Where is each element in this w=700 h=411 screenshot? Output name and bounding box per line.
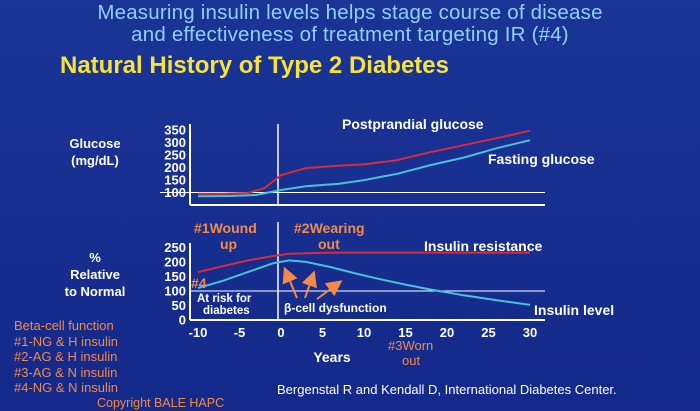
- glucose-ylabel-line-2: (mg/dL): [71, 153, 119, 168]
- header-line-1: Measuring insulin levels helps stage cou…: [97, 1, 603, 24]
- year-tick-25: 25: [481, 325, 495, 340]
- legend-item-2: #2-AG & H insulin: [14, 349, 118, 364]
- legend-item-4: #4-NG & N insulin: [14, 380, 119, 395]
- legend-item-1: #1-NG & H insulin: [14, 333, 119, 349]
- glucose-ytick-300: 300: [164, 135, 186, 150]
- year-tick-10: 10: [357, 325, 371, 340]
- glucose-ytick-100: 100: [164, 185, 186, 200]
- insulin-level-label: Insulin level: [534, 302, 614, 318]
- dysfunction-arrow-3: [316, 280, 343, 300]
- stage1-label-line-2: up: [220, 236, 237, 252]
- beta-cell-legend: Beta-cell function #1-NG & H insulin #2-…: [14, 318, 118, 396]
- insulin-ytick-150: 150: [164, 269, 186, 284]
- years-x-ticks: -10 -5 0 5 10 15 20 25 30: [189, 325, 538, 340]
- copyright: Copyright BALE HAPC: [97, 396, 225, 410]
- glucose-ytick-250: 250: [164, 148, 186, 163]
- year-tick-20: 20: [440, 325, 454, 340]
- year-tick-0: 0: [277, 325, 284, 340]
- year-tick-30: 30: [523, 325, 537, 340]
- insulin-resistance-label: Insulin resistance: [424, 238, 542, 254]
- dysfunction-arrow-2: [301, 270, 317, 299]
- stage3-label-line-1: #3Worn: [388, 338, 433, 353]
- glucose-ytick-150: 150: [164, 173, 186, 188]
- insulin-resistance-line: [197, 251, 530, 274]
- insulin-ytick-0: 0: [179, 313, 186, 328]
- stage4-label: #4: [191, 275, 207, 291]
- beta-cell-dysfunction-label: β-cell dysfunction: [284, 301, 387, 315]
- dysfunction-arrow-1: [282, 266, 298, 299]
- source-citation: Bergenstal R and Kendall D, Internationa…: [277, 382, 617, 397]
- at-risk-label-line-2: diabetes: [203, 305, 250, 317]
- insulin-ylabel-line-3: to Normal: [65, 284, 126, 299]
- postprandial-glucose-label: Postprandial glucose: [342, 116, 484, 132]
- stage2-label-line-2: out: [318, 236, 340, 252]
- fasting-glucose-line: [197, 139, 531, 198]
- insulin-ylabel-line-1: %: [89, 250, 101, 265]
- stage1-label-line-1: #1Wound: [194, 220, 257, 236]
- insulin-ytick-50: 50: [172, 298, 186, 313]
- at-risk-label-line-1: At risk for: [197, 293, 252, 305]
- legend-title: Beta-cell function: [14, 318, 114, 333]
- glucose-ytick-350: 350: [164, 123, 186, 138]
- postprandial-glucose-line: [198, 129, 531, 195]
- header-line-2: and effectiveness of treatment targeting…: [131, 23, 569, 46]
- year-tick--10: -10: [189, 325, 208, 340]
- insulin-ytick-250: 250: [164, 240, 186, 255]
- insulin-level-line: [197, 259, 531, 306]
- glucose-ytick-200: 200: [164, 160, 186, 175]
- insulin-ytick-200: 200: [164, 254, 186, 269]
- chart-title: Natural History of Type 2 Diabetes: [60, 52, 449, 79]
- glucose-ylabel-line-1: Glucose: [69, 136, 120, 151]
- years-xlabel: Years: [313, 349, 351, 365]
- insulin-ylabel-line-2: Relative: [70, 267, 120, 282]
- year-tick-5: 5: [319, 325, 326, 340]
- year-tick--5: -5: [234, 325, 246, 340]
- year-tick-15: 15: [398, 325, 412, 340]
- stage3-label-line-2: out: [402, 353, 420, 368]
- stage2-label-line-1: #2Wearing: [294, 220, 365, 236]
- fasting-glucose-label: Fasting glucose: [488, 151, 595, 167]
- legend-item-3: #3-AG & N insulin: [14, 364, 118, 380]
- insulin-ytick-100: 100: [164, 283, 186, 298]
